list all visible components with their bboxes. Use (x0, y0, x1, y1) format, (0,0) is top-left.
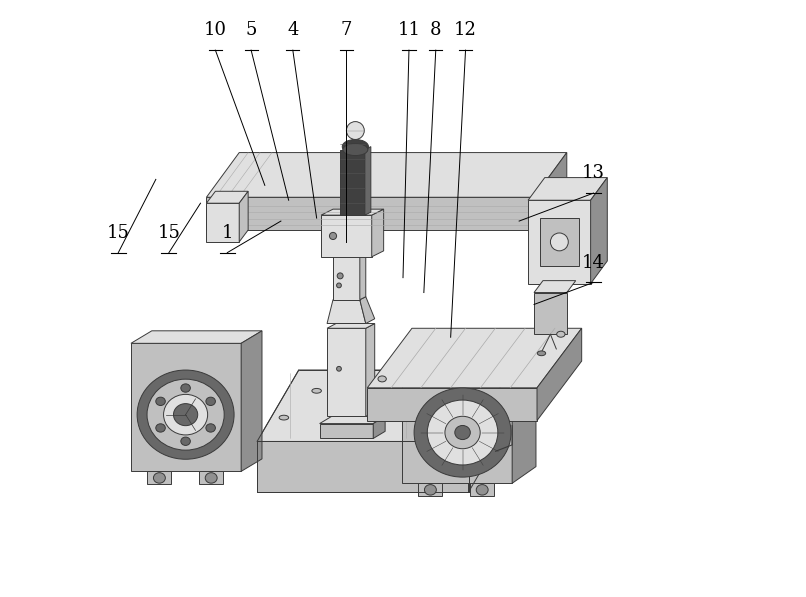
Polygon shape (534, 281, 575, 293)
Ellipse shape (414, 388, 511, 477)
Polygon shape (327, 328, 366, 417)
Polygon shape (534, 153, 567, 230)
Polygon shape (340, 150, 365, 215)
Polygon shape (321, 209, 384, 215)
Text: 5: 5 (246, 21, 257, 39)
Text: 1: 1 (222, 224, 233, 242)
Polygon shape (512, 338, 536, 484)
Text: 15: 15 (107, 224, 130, 242)
Polygon shape (368, 328, 582, 388)
Ellipse shape (156, 397, 165, 405)
Ellipse shape (137, 370, 234, 459)
Ellipse shape (407, 389, 417, 393)
Polygon shape (257, 441, 468, 492)
Polygon shape (537, 328, 582, 421)
Ellipse shape (156, 424, 165, 432)
Ellipse shape (153, 473, 165, 483)
Ellipse shape (279, 416, 289, 420)
Ellipse shape (312, 389, 322, 393)
Polygon shape (366, 324, 375, 417)
Ellipse shape (330, 232, 337, 239)
Ellipse shape (343, 140, 368, 154)
Polygon shape (206, 153, 567, 197)
Polygon shape (333, 215, 359, 300)
Polygon shape (528, 200, 591, 284)
Bar (320, 424, 373, 438)
Ellipse shape (343, 144, 368, 156)
Bar (540, 218, 579, 266)
Polygon shape (359, 212, 366, 300)
Ellipse shape (337, 225, 343, 231)
Bar (534, 293, 567, 334)
Text: 10: 10 (204, 21, 226, 39)
Polygon shape (206, 197, 534, 230)
Polygon shape (372, 209, 384, 257)
Polygon shape (321, 215, 372, 257)
Ellipse shape (557, 331, 565, 337)
Text: 8: 8 (430, 21, 442, 39)
Polygon shape (368, 388, 537, 421)
Ellipse shape (347, 122, 364, 140)
Ellipse shape (455, 426, 471, 439)
Ellipse shape (337, 273, 343, 279)
Text: 4: 4 (287, 21, 298, 39)
Ellipse shape (206, 424, 215, 432)
Text: 14: 14 (582, 254, 605, 272)
Polygon shape (402, 338, 536, 355)
Polygon shape (320, 417, 385, 424)
Polygon shape (373, 417, 385, 438)
Ellipse shape (440, 416, 450, 420)
Polygon shape (241, 331, 262, 472)
Polygon shape (199, 472, 223, 485)
Ellipse shape (550, 233, 568, 251)
Polygon shape (359, 297, 375, 324)
Ellipse shape (206, 473, 217, 483)
Polygon shape (468, 370, 510, 492)
Ellipse shape (147, 379, 224, 450)
Polygon shape (402, 355, 512, 484)
Polygon shape (470, 484, 494, 496)
Ellipse shape (445, 416, 480, 449)
Polygon shape (418, 484, 442, 496)
Ellipse shape (425, 485, 436, 495)
Polygon shape (206, 203, 239, 242)
Ellipse shape (378, 376, 386, 382)
Ellipse shape (164, 395, 208, 435)
Text: 15: 15 (157, 224, 181, 242)
Ellipse shape (337, 367, 342, 371)
Ellipse shape (538, 351, 546, 356)
Ellipse shape (337, 283, 342, 288)
Polygon shape (239, 191, 248, 242)
Ellipse shape (206, 397, 215, 405)
Polygon shape (591, 177, 607, 284)
Text: 7: 7 (341, 21, 352, 39)
Ellipse shape (427, 400, 498, 465)
Ellipse shape (476, 485, 488, 495)
Polygon shape (327, 300, 366, 324)
Polygon shape (528, 177, 607, 200)
Polygon shape (365, 147, 371, 215)
Polygon shape (257, 370, 510, 441)
Ellipse shape (173, 404, 197, 426)
Polygon shape (206, 191, 248, 203)
Ellipse shape (181, 437, 190, 445)
Polygon shape (131, 331, 262, 343)
Polygon shape (131, 343, 241, 472)
Text: 11: 11 (397, 21, 421, 39)
Polygon shape (327, 324, 375, 328)
Text: 12: 12 (454, 21, 477, 39)
Polygon shape (147, 472, 172, 485)
Ellipse shape (181, 384, 190, 392)
Text: 13: 13 (582, 164, 605, 182)
